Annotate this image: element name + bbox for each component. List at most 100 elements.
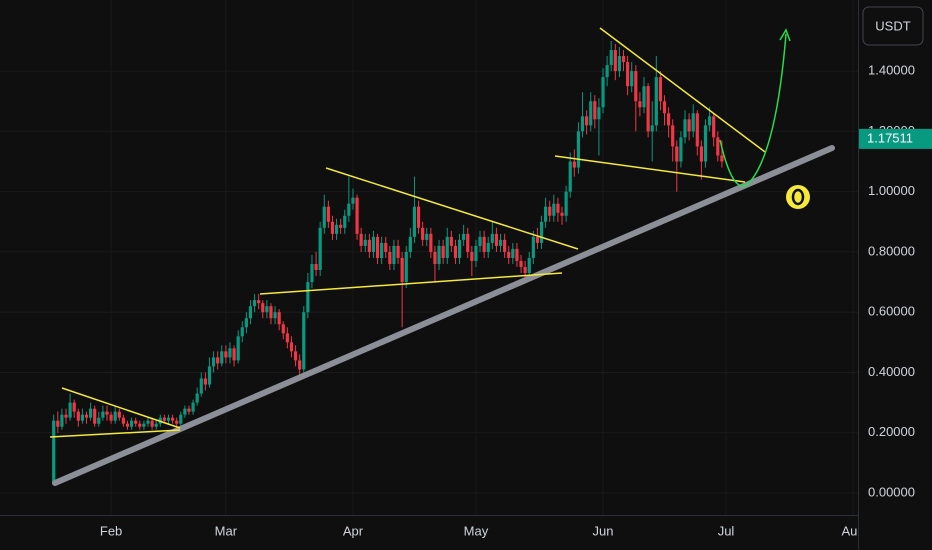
candle-body <box>453 245 458 258</box>
candles <box>52 40 724 484</box>
candle-body <box>679 137 683 162</box>
candle-body <box>314 263 318 271</box>
candle-body <box>429 233 433 252</box>
drawings <box>49 27 835 486</box>
candle-body <box>507 251 511 258</box>
candle-body <box>302 312 306 370</box>
candle-body <box>572 161 576 168</box>
candle-body <box>306 282 310 313</box>
trendline <box>49 429 181 438</box>
candle-body <box>716 137 720 156</box>
trendline <box>599 27 766 153</box>
y-tick-label: 0.40000 <box>868 364 915 379</box>
candle-body <box>580 116 585 132</box>
candle-body <box>642 86 646 108</box>
candle-body <box>322 206 326 228</box>
candle-body <box>334 224 339 234</box>
candle-body <box>712 116 716 138</box>
grid <box>0 0 858 515</box>
y-tick-label: 0.00000 <box>868 484 915 499</box>
candle-body <box>88 408 93 418</box>
candle-body <box>76 411 80 421</box>
candle-body <box>552 203 556 216</box>
candle-body <box>568 161 572 192</box>
currency-button[interactable] <box>862 6 924 46</box>
candle-body <box>699 146 704 162</box>
candle-body <box>199 378 203 394</box>
price-axis-panel <box>858 0 932 550</box>
candle-body <box>269 306 273 319</box>
candle-body <box>531 236 535 258</box>
candle-body <box>482 236 486 252</box>
candle-body <box>412 206 417 237</box>
candle-body <box>408 236 412 252</box>
candle-body <box>593 101 597 120</box>
candle-body <box>240 327 244 337</box>
x-tick-label: Jul <box>718 523 735 538</box>
candle-body <box>203 378 207 385</box>
candle-body <box>113 411 117 421</box>
candle-body <box>187 408 191 412</box>
candle-body <box>285 333 289 343</box>
candle-body <box>695 113 699 147</box>
candle-body <box>392 245 396 264</box>
candle-body <box>138 423 142 427</box>
candle-body <box>142 423 146 427</box>
candle-body <box>273 312 277 319</box>
candle-body <box>80 414 84 421</box>
candle-body <box>630 71 634 87</box>
candle-body <box>654 77 658 126</box>
candle-body <box>175 420 179 424</box>
y-tick-label: 0.80000 <box>868 243 915 258</box>
candle-body <box>117 411 121 418</box>
candle-body <box>400 257 404 283</box>
candle-body <box>683 119 687 138</box>
candle-body <box>150 420 154 427</box>
candle-body <box>289 342 294 352</box>
candle-body <box>125 423 130 427</box>
candle-body <box>597 107 601 120</box>
candle-body <box>355 197 359 234</box>
candle-body <box>527 257 531 274</box>
candle-body <box>330 221 335 234</box>
eye-icon-pupil <box>791 188 805 206</box>
candle-body <box>638 101 642 108</box>
candle-body <box>179 414 183 424</box>
y-tick-label: 1.00000 <box>868 183 915 198</box>
x-tick-label: Jun <box>593 523 614 538</box>
candle-body <box>441 245 445 258</box>
candle-body <box>601 77 605 108</box>
candle-body <box>662 101 667 114</box>
candle-body <box>708 116 712 126</box>
candle-body <box>375 236 380 258</box>
candle-body <box>64 414 68 418</box>
candle-body <box>232 348 236 361</box>
eye-icon <box>786 185 810 209</box>
candle-body <box>544 206 548 222</box>
candle-body <box>539 221 544 243</box>
candle-body <box>293 351 298 361</box>
candle-body <box>445 236 449 258</box>
candle-body <box>474 245 478 261</box>
candle-body <box>609 50 613 66</box>
candle-body <box>605 65 609 78</box>
candle-body <box>720 155 724 162</box>
candle-body <box>129 420 134 427</box>
candle-body <box>154 423 158 427</box>
candle-body <box>371 236 376 252</box>
candle-body <box>244 318 248 328</box>
y-tick-label: 0.20000 <box>868 424 915 439</box>
candle-body <box>367 239 371 252</box>
candle-body <box>519 260 523 267</box>
candle-body <box>162 417 166 421</box>
candle-body <box>687 119 691 132</box>
candle-body <box>650 125 654 132</box>
candle-body <box>68 402 72 418</box>
candle-body <box>170 417 175 421</box>
candle-body <box>466 233 470 252</box>
candle-body <box>97 417 101 424</box>
x-tick-label: Apr <box>343 523 364 538</box>
candle-body <box>503 239 507 252</box>
candle-body <box>134 420 138 424</box>
candle-body <box>257 300 261 304</box>
